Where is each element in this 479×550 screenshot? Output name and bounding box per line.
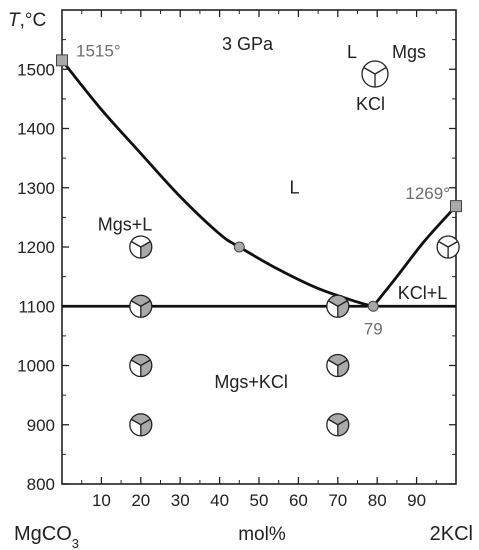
triad-outline [129,235,153,259]
melting-point-marker [450,200,462,213]
legend-label-mgs: Mgs [392,42,426,62]
triad-divider [140,418,151,426]
x-right-endmember-label: 2KCl [430,523,473,545]
x-left-endmember-label: MgCO3 [14,523,79,550]
triad-divider [374,66,387,75]
y-tick-label: 800 [27,475,55,494]
triad-outline [129,353,153,378]
x-tick-label: 20 [131,491,150,510]
x-tick-label: 30 [171,491,190,510]
legend-label-l: L [347,42,357,62]
experiment-marker [129,413,153,437]
triad-divider [130,240,142,248]
phase-field-label: KCl+L [398,283,448,303]
triad-divider [327,359,339,367]
y-tick-label: 1000 [17,357,55,376]
triad-outline [436,235,460,259]
pressure-label: 3 GPa [222,34,274,54]
y-tick-label: 1300 [17,179,55,198]
experiment-marker [326,413,350,437]
triad-outline [326,294,350,318]
triad-divider [140,359,151,367]
liquidus-mgs-curve [60,59,374,308]
triad-divider [327,300,339,307]
triad-divider [447,240,458,248]
y-tick-label: 1100 [18,297,55,316]
phase-field-label: Mgs+L [98,214,153,234]
experiment-marker [129,353,153,378]
annotation-1515: 1515° [76,41,121,60]
phase-field-label: Mgs+KCl [214,372,288,392]
experiment-marker [326,353,350,378]
plot-frame [61,9,457,485]
x-tick-label: 40 [210,491,229,510]
annotation-1269: 1269° [405,184,450,203]
x-tick-label: 50 [250,491,269,510]
triad-divider [130,300,142,307]
triad-divider [140,240,151,248]
y-axis-title: T,°C [8,10,46,31]
triad-divider [363,66,376,75]
triad-outline [326,353,350,378]
legend-triad [361,60,389,88]
phase-field-label: L [289,178,299,198]
y-tick-label: 1200 [17,238,55,257]
invariant-point-marker [233,241,245,253]
triad-outline [129,413,153,437]
y-tick-label: 1500 [17,60,55,79]
melting-point-marker [56,54,68,67]
y-tick-label: 900 [27,416,55,435]
annotation-eutectic-79: 79 [364,319,383,338]
triad-divider [438,240,449,248]
liquidus-kcl-curve [372,205,458,308]
legend-label-kcl: KCl [356,94,385,114]
x-tick-label: 70 [328,491,347,510]
triad-divider [130,418,142,426]
triad-outline [129,294,153,318]
triad-divider [130,359,142,367]
y-tick-label: 1400 [17,120,55,139]
x-axis-title: mol% [238,524,286,545]
experiment-marker [129,294,153,318]
triad-divider [337,418,348,426]
triad-divider [140,300,151,307]
triad-outline [326,413,350,437]
x-tick-label: 10 [92,491,111,510]
triad-divider [337,300,348,307]
triad-outline [361,60,389,88]
x-tick-label: 60 [289,491,308,510]
experiment-marker [326,294,350,318]
experiment-marker [436,235,460,259]
x-tick-label: 90 [407,491,426,510]
x-tick-label: 80 [368,491,387,510]
triad-divider [327,418,339,426]
triad-divider [337,359,348,367]
experiment-marker [129,235,153,259]
invariant-point-marker [367,300,379,312]
